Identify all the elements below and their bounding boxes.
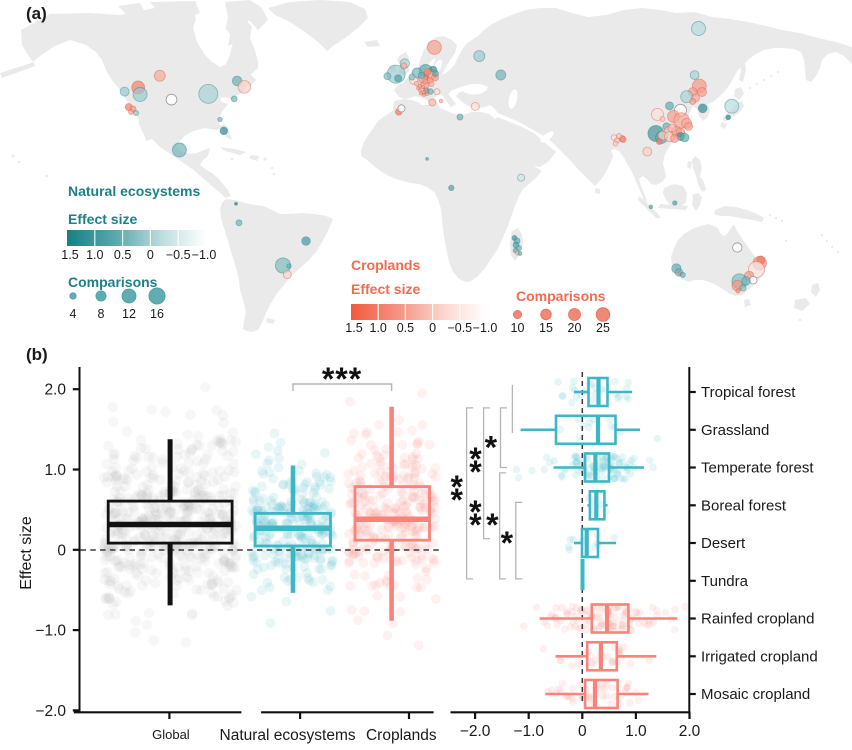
- svg-text:Tundra: Tundra: [701, 573, 749, 590]
- svg-text:1.5: 1.5: [61, 248, 78, 262]
- svg-text:10: 10: [511, 321, 525, 335]
- svg-text:2.0: 2.0: [44, 382, 66, 399]
- svg-text:−0.5: −0.5: [166, 248, 191, 262]
- svg-text:Irrigated cropland: Irrigated cropland: [701, 648, 818, 665]
- svg-text:Natural ecosystems: Natural ecosystems: [68, 183, 201, 199]
- svg-text:Effect size: Effect size: [18, 516, 35, 590]
- svg-text:15: 15: [539, 321, 553, 335]
- svg-text:Effect size: Effect size: [351, 281, 420, 297]
- svg-text:*: *: [469, 441, 482, 477]
- svg-text:0: 0: [429, 321, 436, 335]
- svg-text:1.0: 1.0: [625, 723, 647, 740]
- svg-text:Natural ecosystems: Natural ecosystems: [220, 727, 356, 744]
- svg-text:0.5: 0.5: [114, 248, 131, 262]
- svg-text:*: *: [469, 494, 482, 530]
- svg-text:0: 0: [147, 248, 154, 262]
- svg-text:−1.0: −1.0: [192, 248, 217, 262]
- svg-text:2.0: 2.0: [679, 723, 701, 740]
- svg-text:Comparisons: Comparisons: [516, 288, 606, 304]
- svg-text:*: *: [450, 469, 463, 505]
- svg-text:0: 0: [57, 542, 66, 559]
- svg-text:Effect size: Effect size: [68, 211, 137, 227]
- svg-text:*: *: [486, 507, 499, 543]
- svg-text:1.0: 1.0: [370, 321, 387, 335]
- svg-text:−0.5: −0.5: [447, 321, 472, 335]
- svg-text:16: 16: [150, 307, 164, 321]
- svg-text:8: 8: [98, 307, 105, 321]
- svg-text:−1.0: −1.0: [473, 321, 498, 335]
- svg-text:Croplands: Croplands: [351, 257, 420, 273]
- svg-text:Global: Global: [152, 727, 190, 742]
- svg-text:Temperate forest: Temperate forest: [701, 460, 814, 477]
- svg-text:*: *: [501, 525, 514, 561]
- svg-text:Desert: Desert: [701, 535, 746, 552]
- svg-text:(b): (b): [26, 345, 48, 364]
- svg-text:*: *: [485, 429, 498, 465]
- svg-text:Croplands: Croplands: [366, 727, 437, 744]
- svg-text:−2.0: −2.0: [460, 723, 491, 740]
- svg-text:Mosaic cropland: Mosaic cropland: [701, 686, 810, 703]
- svg-text:***: ***: [322, 361, 362, 397]
- svg-text:1.0: 1.0: [44, 462, 66, 479]
- svg-text:0.5: 0.5: [397, 321, 414, 335]
- svg-text:Boreal forest: Boreal forest: [701, 497, 787, 514]
- svg-text:4: 4: [70, 307, 77, 321]
- svg-text:Comparisons: Comparisons: [68, 274, 158, 290]
- svg-text:25: 25: [596, 321, 610, 335]
- svg-text:−1.0: −1.0: [513, 723, 544, 740]
- svg-text:*: *: [450, 482, 463, 518]
- svg-text:12: 12: [122, 307, 136, 321]
- svg-text:−1.0: −1.0: [35, 623, 66, 640]
- svg-text:1.0: 1.0: [86, 248, 103, 262]
- svg-text:Grassland: Grassland: [701, 422, 769, 439]
- svg-text:20: 20: [568, 321, 582, 335]
- svg-text:(a): (a): [26, 4, 47, 23]
- svg-text:*: *: [469, 507, 482, 543]
- svg-text:0: 0: [578, 723, 587, 740]
- svg-text:*: *: [469, 454, 482, 490]
- svg-text:Tropical forest: Tropical forest: [701, 384, 796, 401]
- svg-text:Rainfed cropland: Rainfed cropland: [701, 611, 814, 628]
- svg-text:1.5: 1.5: [345, 321, 362, 335]
- svg-text:−2.0: −2.0: [35, 703, 66, 720]
